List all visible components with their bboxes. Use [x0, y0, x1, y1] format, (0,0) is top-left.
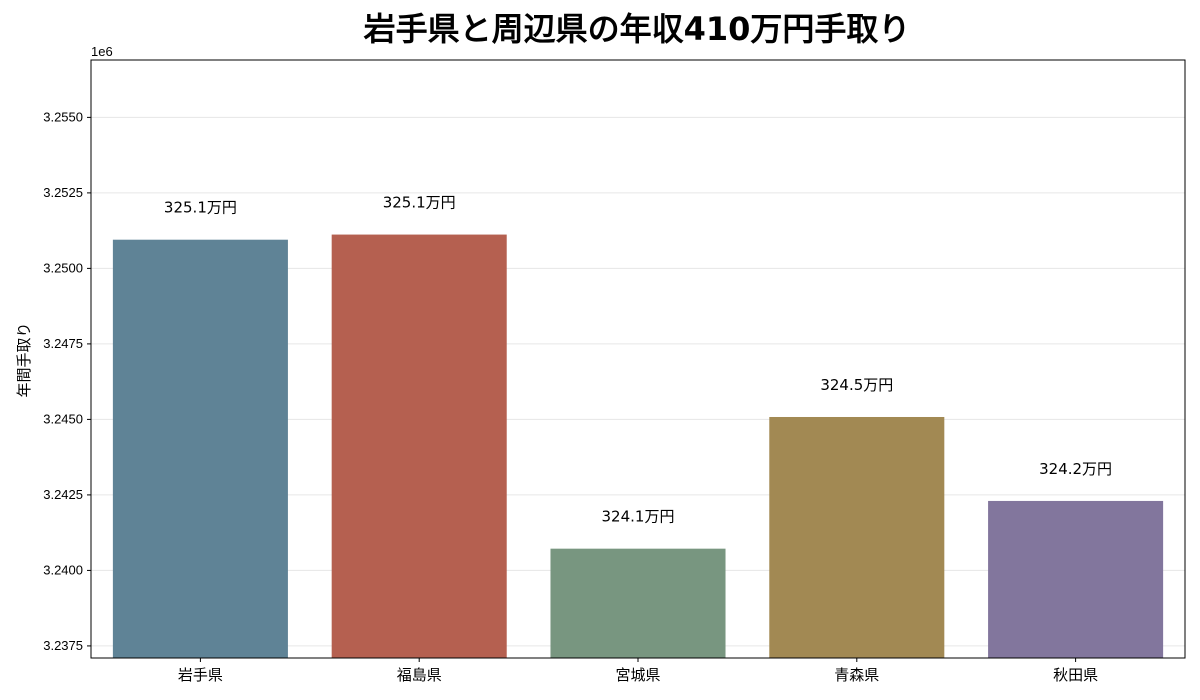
x-tick-label: 秋田県: [1053, 666, 1098, 684]
bar-3: [550, 548, 726, 658]
y-tick-label: 3.2550: [43, 109, 83, 124]
chart-title: 岩手県と周辺県の年収410万円手取り: [364, 10, 911, 48]
x-tick-label: 福島県: [397, 666, 442, 684]
bar-1: [112, 239, 288, 658]
y-axis-offset-text: 1e6: [91, 44, 113, 59]
y-tick-label: 3.2500: [43, 260, 83, 275]
bar-5: [988, 500, 1164, 658]
y-tick-label: 3.2450: [43, 411, 83, 426]
bar-value-label: 325.1万円: [164, 199, 237, 217]
x-tick-label: 青森県: [834, 666, 879, 684]
data-label-layer: 325.1万円 325.1万円 324.1万円 324.5万円 324.2万円: [164, 194, 1112, 526]
bar-value-label: 324.5万円: [820, 376, 893, 394]
axis-layer: 3.2375 3.2400 3.2425 3.2450 3.2475 3.2500 3.25…: [43, 59, 1186, 684]
y-tick-label: 3.2525: [43, 185, 83, 200]
bar-4: [769, 416, 945, 658]
bar-layer: [112, 234, 1164, 658]
y-tick-label: 3.2375: [43, 638, 83, 653]
bar-2: [331, 234, 507, 658]
bar-value-label: 324.2万円: [1039, 460, 1112, 478]
x-tick-label: 宮城県: [615, 666, 660, 684]
y-tick-label: 3.2475: [43, 336, 83, 351]
y-axis-label: 年間手取り: [15, 322, 33, 397]
plot-frame: [90, 59, 1186, 659]
bar-value-label: 324.1万円: [602, 508, 675, 526]
y-tick-label: 3.2425: [43, 487, 83, 502]
bar-value-label: 325.1万円: [383, 194, 456, 212]
x-tick-label: 岩手県: [178, 666, 223, 684]
y-tick-label: 3.2400: [43, 562, 83, 577]
